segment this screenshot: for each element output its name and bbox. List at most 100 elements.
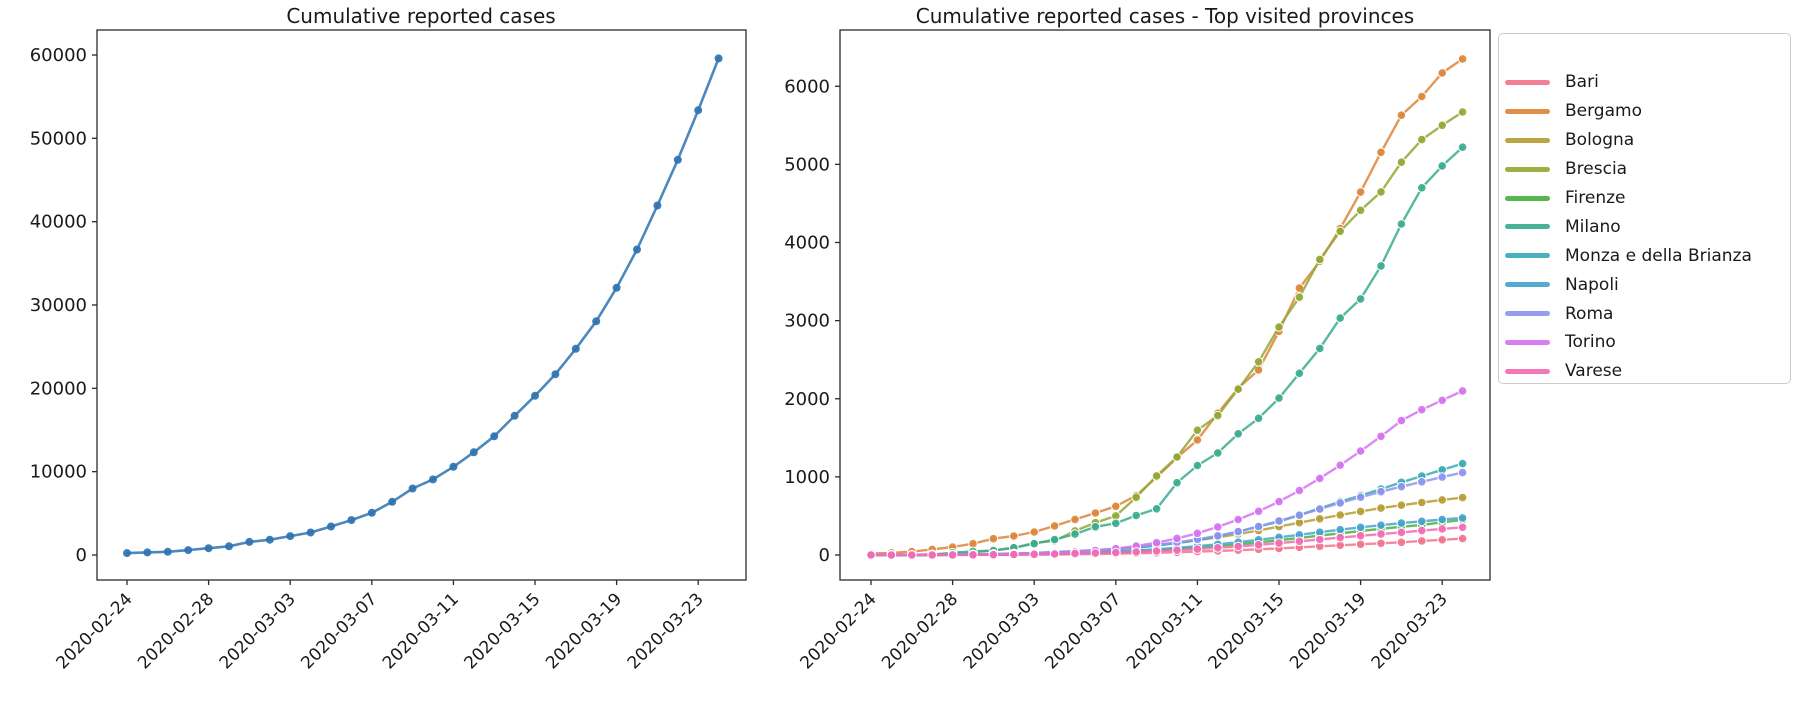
data-point (1417, 404, 1427, 415)
x-tick-label: 2020-03-19 (1286, 589, 1370, 673)
y-tick-label: 5000 (784, 154, 830, 175)
legend-item-monza-e-della-brianza: Monza e della Brianza (1505, 241, 1790, 270)
data-point (1213, 410, 1223, 421)
legend-item-bari: Bari (1505, 68, 1790, 97)
data-point (1457, 467, 1468, 478)
data-point (1457, 386, 1468, 396)
data-point (1111, 501, 1121, 512)
data-point (1274, 516, 1284, 526)
legend-swatch (1505, 79, 1550, 85)
data-point (265, 535, 274, 544)
data-point (1396, 157, 1407, 167)
data-point (469, 448, 478, 457)
data-point (968, 550, 978, 560)
data-point (571, 344, 580, 353)
data-point (1274, 496, 1284, 507)
data-point (1253, 506, 1264, 517)
data-point (1315, 473, 1325, 484)
series-line (125, 57, 720, 555)
data-point (1417, 536, 1427, 546)
data-point (1172, 452, 1182, 462)
legend-item-milano: Milano (1505, 212, 1790, 241)
data-point (245, 537, 254, 546)
legend-label: Roma (1565, 303, 1614, 324)
data-point (1355, 531, 1366, 541)
data-point (367, 508, 376, 517)
data-point (327, 522, 335, 531)
data-point (204, 544, 213, 553)
data-point (163, 547, 172, 556)
legend-swatch (1505, 224, 1550, 230)
data-point (1335, 510, 1345, 520)
data-point (988, 533, 999, 544)
data-point (1457, 107, 1468, 117)
y-tick-label: 3000 (784, 311, 830, 332)
data-point (1396, 481, 1407, 492)
data-point (1396, 527, 1407, 538)
data-point (592, 317, 601, 326)
data-point (1294, 536, 1305, 547)
data-point (1355, 506, 1366, 517)
legend-item-torino: Torino (1505, 328, 1790, 357)
legend-label: Firenze (1565, 188, 1626, 208)
legend-label: Napoli (1565, 274, 1619, 295)
data-point (1417, 134, 1427, 145)
data-point (1376, 486, 1386, 497)
data-point (1437, 535, 1447, 545)
data-point (1233, 541, 1243, 552)
data-point (633, 245, 641, 254)
data-point (1253, 357, 1264, 367)
data-point (1111, 547, 1121, 558)
data-point (1396, 500, 1407, 511)
data-point (1437, 524, 1447, 534)
y-tick-label: 0 (819, 545, 830, 566)
data-point (1396, 219, 1407, 229)
data-point (551, 370, 560, 379)
data-point (653, 201, 662, 210)
data-point (1131, 492, 1141, 503)
data-point (1437, 68, 1447, 78)
y-tick-label: 20000 (30, 378, 87, 399)
data-point (1090, 508, 1101, 518)
legend-label: Bari (1565, 72, 1599, 93)
x-tick-label: 2020-02-24 (53, 589, 137, 673)
data-point (408, 484, 417, 493)
data-point (1457, 513, 1468, 523)
plot-area (96, 29, 747, 581)
data-point (988, 549, 999, 560)
legend-label: Monza e della Brianza (1565, 245, 1752, 266)
data-point (1213, 522, 1223, 532)
data-point (1315, 504, 1325, 514)
series-line (869, 516, 1464, 557)
data-point (1294, 292, 1305, 303)
x-tick-label: 2020-02-24 (797, 589, 881, 673)
legend-swatch (1505, 368, 1550, 374)
legend-item-varese: Varese (1505, 357, 1790, 386)
data-point (1315, 534, 1325, 545)
data-point (1049, 521, 1060, 531)
data-point (1457, 492, 1468, 503)
data-point (1294, 510, 1305, 521)
data-point (1233, 526, 1243, 537)
data-point (123, 549, 131, 558)
data-point (1355, 187, 1366, 197)
data-point (1417, 497, 1427, 508)
data-point (1315, 514, 1325, 524)
x-tick-label: 2020-03-03 (216, 589, 300, 673)
data-point (449, 462, 458, 471)
data-point (1396, 415, 1407, 426)
data-point (1457, 533, 1468, 544)
data-point (1376, 520, 1386, 531)
legend-swatch (1505, 166, 1550, 172)
data-point (1213, 531, 1223, 541)
data-point (1376, 187, 1386, 197)
x-tick-label: 2020-03-15 (461, 589, 545, 673)
data-point (1437, 120, 1447, 131)
data-point (1233, 384, 1243, 395)
legend-label: Bologna (1565, 130, 1635, 151)
data-point (1355, 205, 1366, 216)
y-tick-label: 4000 (784, 233, 830, 254)
right-chart-title: Cumulative reported cases - Top visited … (915, 4, 1415, 28)
data-point (1029, 527, 1039, 537)
legend: Bari Bergamo Bologna Brescia Firenze Milano Mo… (1498, 33, 1791, 384)
